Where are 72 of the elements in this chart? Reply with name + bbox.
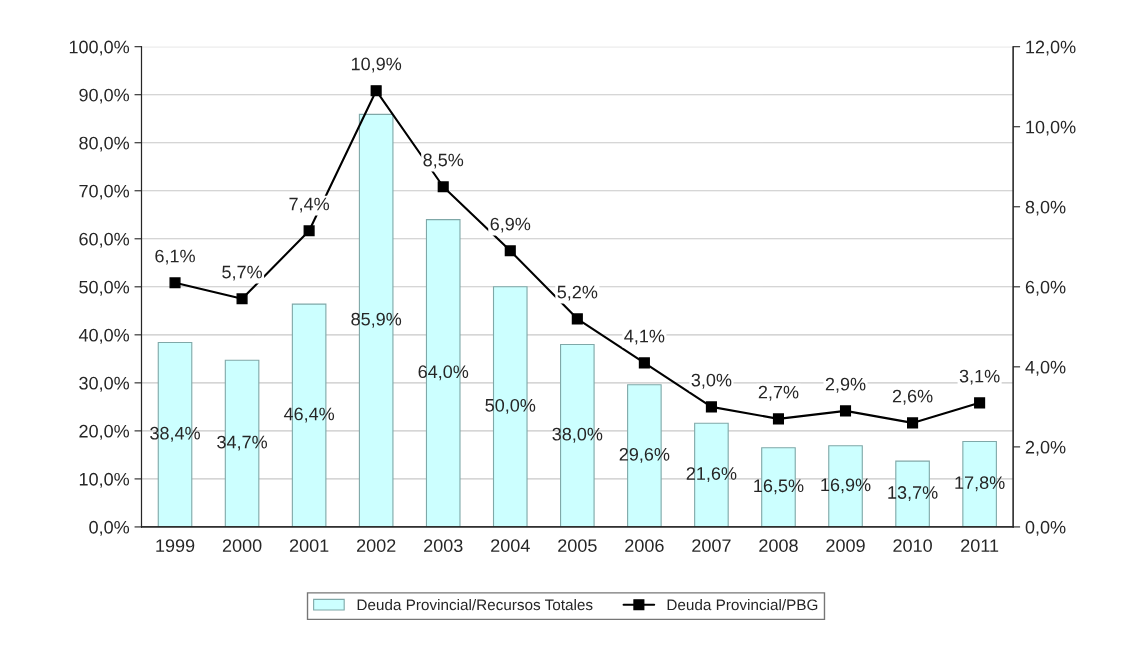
data-label: 29,6%: [619, 447, 670, 463]
data-label: 5,7%: [222, 265, 263, 281]
data-label: 13,7%: [888, 486, 938, 502]
point: [638, 357, 650, 369]
y2-tick-label: 8,0%: [1025, 200, 1066, 216]
data-label: 6,1%: [155, 249, 195, 265]
data-label: 38,0%: [552, 427, 603, 443]
point: [907, 417, 919, 429]
x-tick-label: 2000: [222, 539, 262, 552]
point: [705, 401, 717, 413]
x-tick-label: 2002: [357, 539, 396, 552]
x-tick-label: 2006: [625, 539, 664, 552]
y2-tick-label: 6,0%: [1025, 280, 1066, 296]
point: [303, 225, 315, 237]
data-label: 38,4%: [150, 426, 200, 442]
y2-tick-label: 4,0%: [1025, 360, 1066, 376]
x-tick-label: 1999: [156, 539, 195, 552]
data-label: 8,5%: [423, 153, 464, 169]
data-label: 85,9%: [351, 312, 402, 328]
x-tick-label: 2011: [961, 539, 999, 552]
data-label: 2,6%: [892, 389, 933, 405]
y-tick-label: 20,0%: [79, 424, 130, 440]
data-label: 6,9%: [490, 217, 531, 233]
y2-tick-label: 12,0%: [1026, 40, 1076, 56]
point: [169, 277, 181, 289]
data-label: 21,6%: [686, 467, 737, 483]
point: [839, 405, 852, 417]
data-label: 50,0%: [485, 398, 536, 414]
data-label: 16,5%: [754, 479, 804, 495]
x-tick-label: 2009: [826, 539, 865, 552]
x-tick-label: 2001: [289, 539, 329, 552]
point: [437, 181, 449, 193]
data-label: 3,0%: [691, 373, 732, 389]
data-label: 17,8%: [955, 476, 1005, 492]
data-label: 3,1%: [959, 369, 1000, 385]
x-tick-label: 2004: [491, 539, 530, 552]
legend-label: Deuda Provincial/Recursos Totales: [357, 598, 593, 611]
point: [772, 413, 785, 425]
point: [571, 313, 583, 325]
legend-label: Deuda Provincial/PBG: [667, 598, 818, 611]
data-label: 4,1%: [624, 329, 665, 345]
data-label: 46,4%: [283, 407, 335, 423]
x-tick-label: 2007: [692, 539, 731, 552]
point: [370, 85, 382, 97]
y-tick-label: 60,0%: [79, 232, 130, 248]
y-tick-label: 100,0%: [69, 40, 130, 56]
point: [504, 245, 516, 257]
data-label: 10,9%: [351, 57, 402, 73]
x-tick-label: 2010: [893, 539, 932, 552]
y-tick-label: 90,0%: [79, 88, 130, 104]
x-tick-label: 2005: [558, 539, 597, 552]
y-tick-label: 10,0%: [79, 472, 130, 488]
y-tick-label: 70,0%: [79, 184, 130, 200]
data-label: 2,9%: [825, 377, 866, 393]
data-label: 7,4%: [289, 197, 330, 213]
data-label: 16,9%: [821, 478, 871, 494]
y2-tick-label: 10,0%: [1026, 120, 1076, 136]
point: [236, 293, 248, 305]
data-label: 34,7%: [217, 435, 268, 451]
x-tick-label: 2003: [424, 539, 463, 552]
point: [974, 397, 986, 409]
y2-tick-label: 2,0%: [1025, 440, 1066, 456]
data-label: 5,2%: [557, 285, 598, 301]
y-tick-label: 80,0%: [79, 136, 130, 152]
x-tick-label: 2008: [759, 539, 798, 552]
y2-tick-label: 0,0%: [1025, 520, 1066, 536]
data-label: 2,7%: [758, 385, 799, 401]
y-tick-label: 30,0%: [79, 376, 130, 392]
y-tick-label: 40,0%: [78, 328, 130, 344]
y-tick-label: 50,0%: [79, 280, 130, 296]
data-label: 64,0%: [418, 365, 469, 381]
y-tick-label: 0,0%: [89, 520, 130, 536]
